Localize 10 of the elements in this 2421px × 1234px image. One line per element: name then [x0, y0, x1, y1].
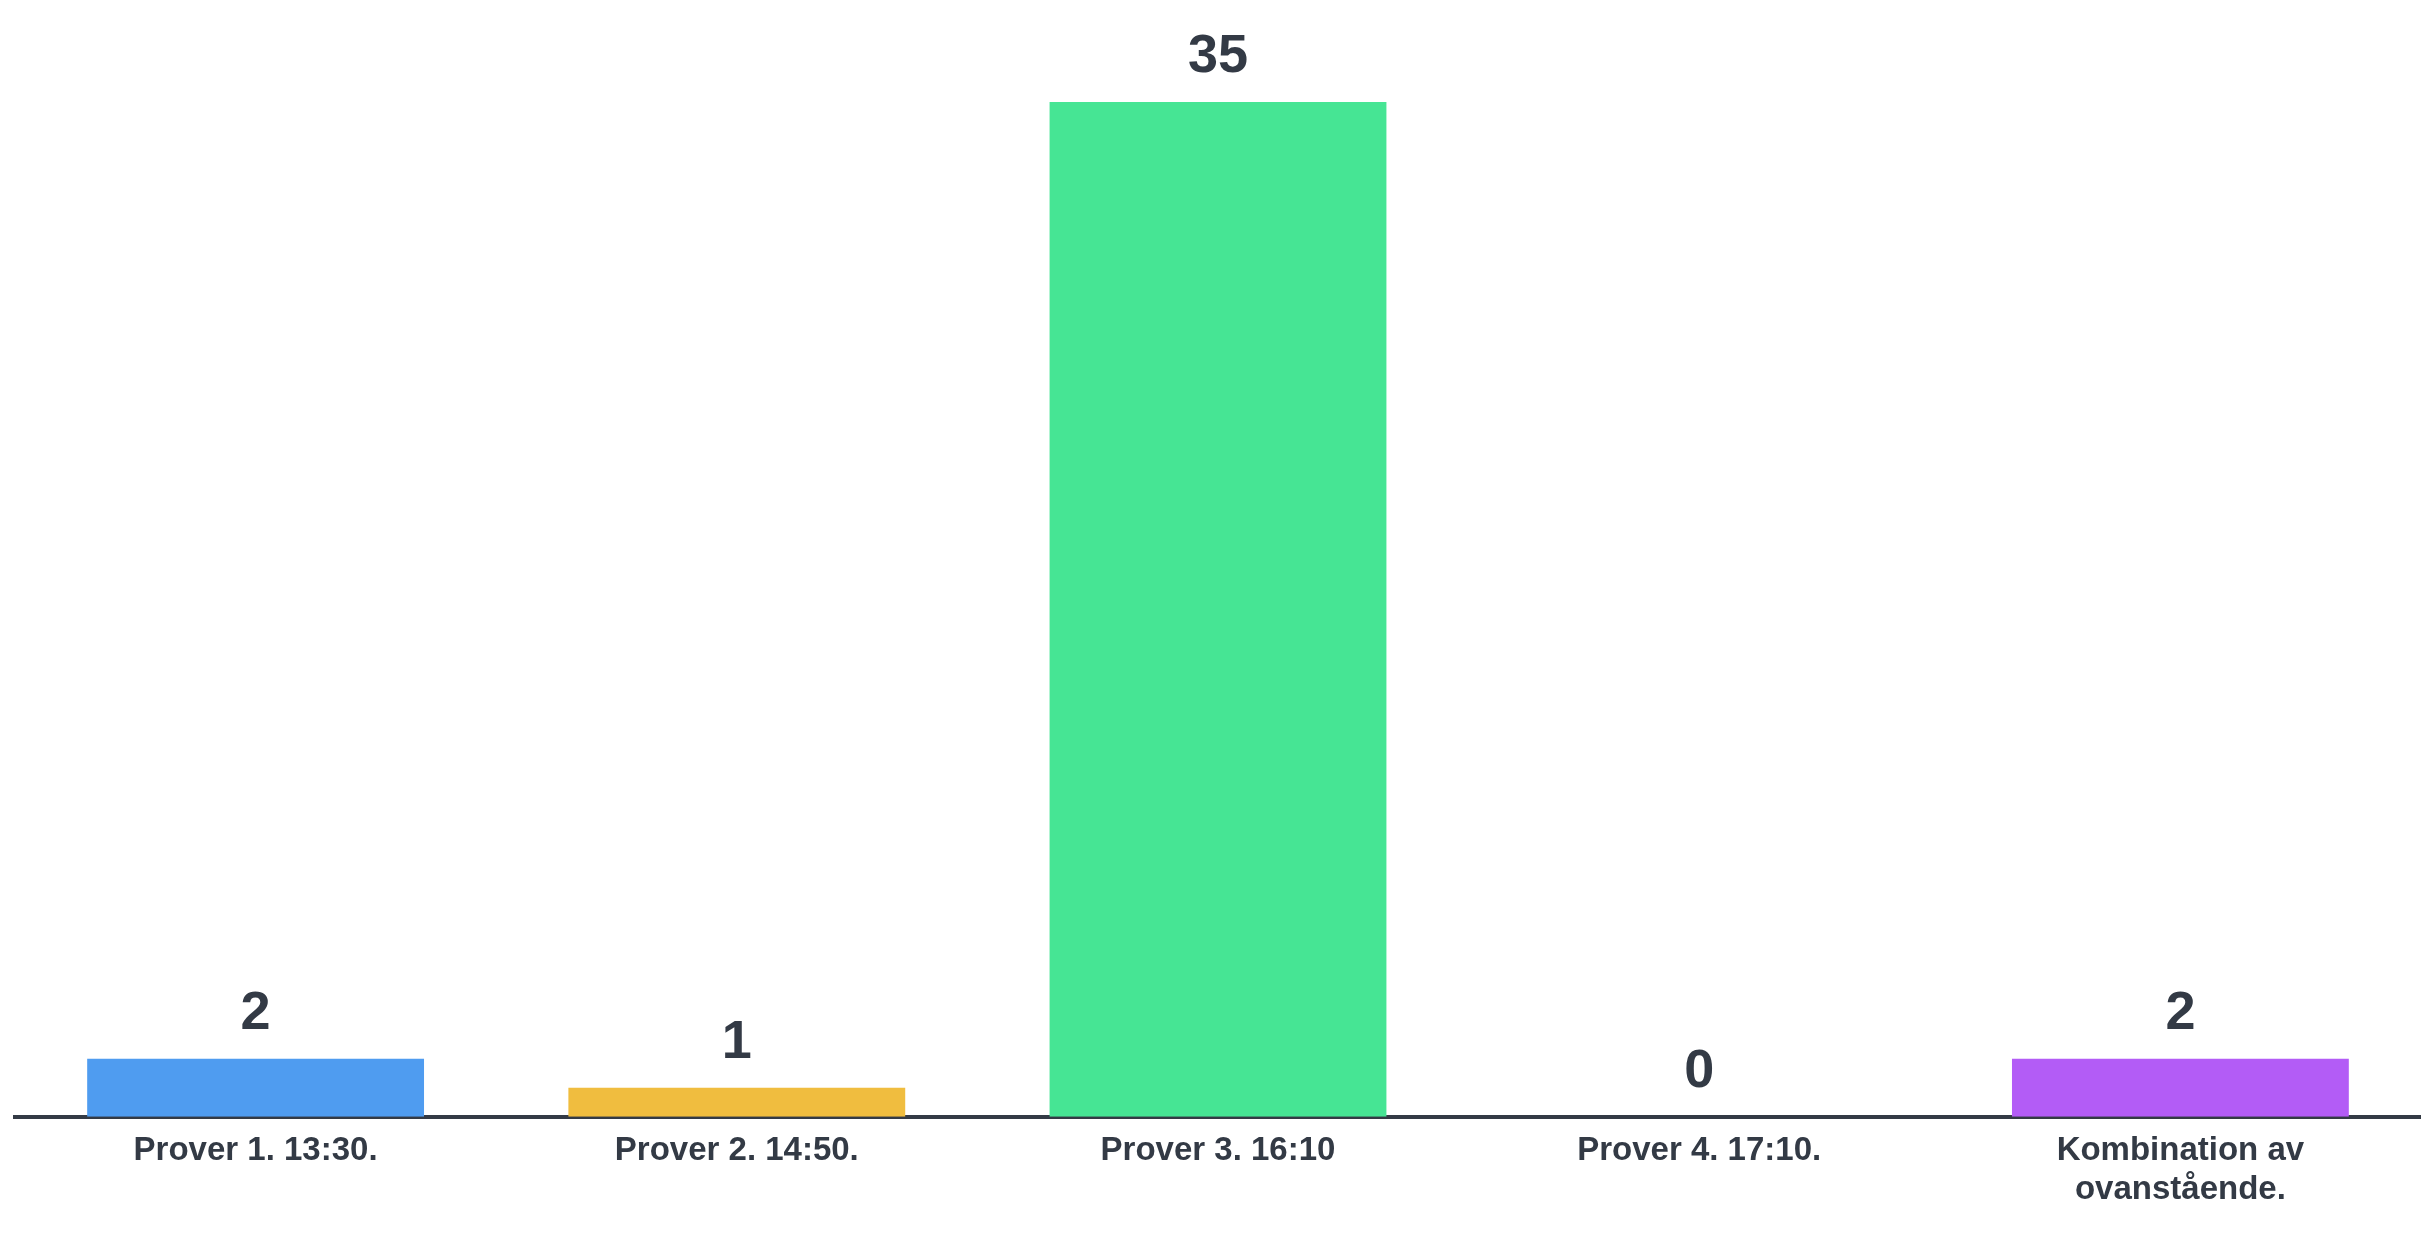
data-label: 1 — [721, 1008, 752, 1069]
x-tick-label: Prover 1. 13:30. — [133, 1129, 378, 1167]
x-tick-label: Prover 4. 17:10. — [1577, 1129, 1822, 1167]
x-tick-label: Prover 3. 16:10 — [1100, 1129, 1336, 1167]
x-tick-label: Prover 2. 14:50. — [614, 1129, 859, 1167]
x-tick-label: Kombination av ovanstående. — [2056, 1129, 2305, 1207]
data-label: 2 — [240, 979, 271, 1040]
data-label: 35 — [1187, 22, 1249, 83]
data-label: 2 — [2165, 979, 2196, 1040]
data-label: 0 — [1684, 1037, 1715, 1098]
